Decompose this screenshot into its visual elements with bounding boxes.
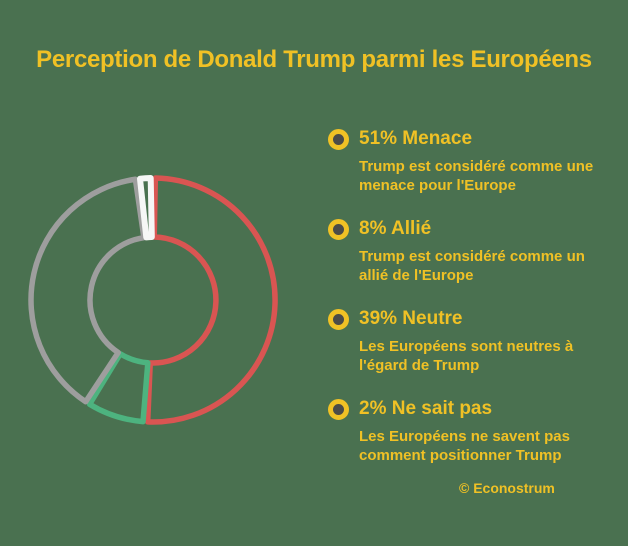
legend-description: Les Européens sont neutres à l'égard de …	[359, 338, 574, 374]
chart-legend: 51% Menace Trump est considéré comme une…	[328, 128, 613, 488]
donut-segment-2	[86, 351, 151, 425]
legend-item: 51% Menace Trump est considéré comme une…	[328, 128, 613, 195]
legend-bullet-icon	[328, 219, 349, 240]
legend-bullet-icon	[328, 309, 349, 330]
legend-bullet-icon	[328, 129, 349, 150]
legend-item: 39% Neutre Les Européens sont neutres à …	[328, 308, 613, 375]
donut-segment-3	[28, 176, 147, 405]
donut-segment-1	[144, 175, 278, 425]
chart-title: Perception de Donald Trump parmi les Eur…	[36, 46, 592, 73]
credit-label: © Econostrum	[459, 480, 555, 496]
legend-heading: 39% Neutre	[359, 308, 463, 329]
legend-heading: 8% Allié	[359, 218, 432, 239]
donut-segment-4	[136, 175, 155, 241]
legend-item: 8% Allié Trump est considéré comme un al…	[328, 218, 613, 285]
legend-heading: 2% Ne sait pas	[359, 398, 493, 419]
legend-description: Trump est considéré comme un allié de l'…	[359, 248, 585, 284]
legend-description: Trump est considéré comme une menace pou…	[359, 158, 594, 194]
legend-item: 2% Ne sait pas Les Européens ne savent p…	[328, 398, 613, 465]
donut-chart	[28, 175, 278, 425]
legend-description: Les Européens ne savent pas comment posi…	[359, 428, 570, 464]
legend-bullet-icon	[328, 399, 349, 420]
legend-heading: 51% Menace	[359, 128, 473, 149]
